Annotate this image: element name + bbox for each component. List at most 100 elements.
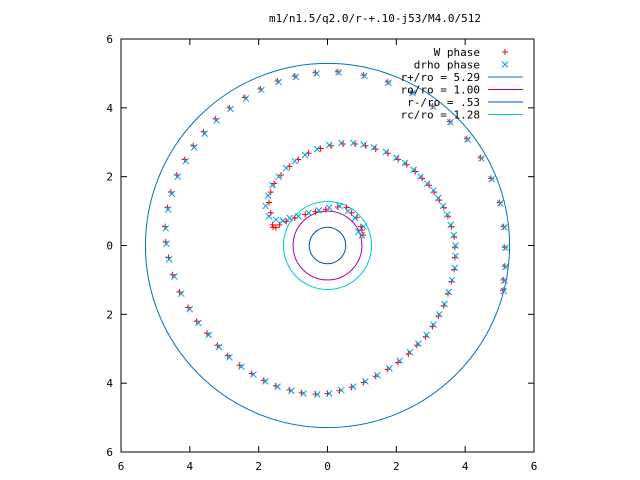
point-1-3 xyxy=(351,214,359,222)
point-1-67 xyxy=(195,319,202,327)
legend-label-2: r+/ro = 5.29 xyxy=(401,71,480,84)
circle-3 xyxy=(282,200,373,291)
point-1-26 xyxy=(370,144,378,151)
point-1-53 xyxy=(362,378,369,385)
x-tick-label-3: 0 xyxy=(324,460,331,473)
point-1-100 xyxy=(501,277,508,284)
point-1-57 xyxy=(313,391,321,398)
point-1-85 xyxy=(292,73,300,81)
point-1-98 xyxy=(502,244,509,252)
point-0-37 xyxy=(436,197,443,204)
point-1-75 xyxy=(168,190,176,198)
point-1-33 xyxy=(430,187,437,194)
point-1-51 xyxy=(386,365,393,372)
point-1-43 xyxy=(445,288,453,296)
point-0-17 xyxy=(265,199,272,206)
y-tick-label-4: 2 xyxy=(106,171,113,184)
point-1-16 xyxy=(269,181,276,189)
point-1-14 xyxy=(262,202,269,210)
point-1-84 xyxy=(275,78,282,86)
point-1-2 xyxy=(360,223,367,230)
point-1-65 xyxy=(215,343,223,351)
point-1-96 xyxy=(496,199,504,207)
point-1-68 xyxy=(186,305,194,313)
point-0-2 xyxy=(357,223,364,230)
point-1-41 xyxy=(451,264,459,272)
point-1-18 xyxy=(282,164,290,172)
point-1-91 xyxy=(429,103,437,111)
y-tick-label-5: 4 xyxy=(106,102,113,115)
y-tick-label-0: 6 xyxy=(106,446,113,459)
point-1-49 xyxy=(406,348,414,356)
point-1-88 xyxy=(360,72,368,80)
point-1-12 xyxy=(272,216,280,224)
point-1-25 xyxy=(360,141,367,149)
point-0-11 xyxy=(283,218,290,225)
x-tick-label-5: 4 xyxy=(462,460,469,473)
point-1-52 xyxy=(374,371,381,379)
point-1-83 xyxy=(258,86,265,94)
point-1-89 xyxy=(385,79,392,87)
point-1-54 xyxy=(349,383,357,390)
point-1-36 xyxy=(443,211,451,218)
legend-marker-1 xyxy=(501,61,509,68)
point-1-10 xyxy=(286,214,293,222)
point-1-13 xyxy=(265,212,273,220)
point-1-97 xyxy=(501,223,508,231)
x-tick-label-1: 4 xyxy=(187,460,194,473)
point-1-44 xyxy=(441,300,448,308)
reference-circles xyxy=(144,62,511,429)
point-1-94 xyxy=(477,155,485,162)
point-1-8 xyxy=(305,209,312,217)
series-layer xyxy=(162,68,509,398)
point-1-95 xyxy=(488,175,496,183)
chart-title: m1/n1.5/q2.0/r-+.10-j53/M4.0/512 xyxy=(269,12,481,25)
point-1-35 xyxy=(439,202,447,210)
point-1-59 xyxy=(288,387,295,395)
point-1-87 xyxy=(335,69,342,76)
point-1-86 xyxy=(313,70,320,77)
point-1-56 xyxy=(325,390,333,397)
legend-label-4: r-/ro = .53 xyxy=(407,96,480,109)
point-1-60 xyxy=(274,383,281,390)
point-1-101 xyxy=(500,287,508,295)
point-1-69 xyxy=(177,290,185,298)
point-1-72 xyxy=(163,240,170,248)
point-1-47 xyxy=(423,331,430,339)
point-1-48 xyxy=(415,340,422,347)
point-1-71 xyxy=(165,255,173,263)
legend-marker-0 xyxy=(502,49,508,55)
series-1 xyxy=(162,69,509,398)
point-1-7 xyxy=(315,207,323,214)
x-tick-label-6: 6 xyxy=(531,460,538,473)
point-1-4 xyxy=(344,207,352,215)
legend-label-5: rc/ro = 1.28 xyxy=(401,109,480,122)
point-1-9 xyxy=(294,212,302,220)
point-1-70 xyxy=(170,273,178,280)
point-1-39 xyxy=(452,242,459,249)
point-1-77 xyxy=(182,157,190,165)
point-0-18 xyxy=(267,189,274,196)
point-1-61 xyxy=(262,378,269,385)
point-1-42 xyxy=(448,276,456,284)
point-1-76 xyxy=(174,173,182,181)
point-1-80 xyxy=(213,117,221,124)
circle-2 xyxy=(308,226,347,265)
point-1-66 xyxy=(205,331,213,339)
point-1-11 xyxy=(279,217,287,225)
point-1-40 xyxy=(452,252,459,260)
point-1-37 xyxy=(447,221,455,229)
point-1-50 xyxy=(396,357,404,365)
point-1-55 xyxy=(337,386,345,394)
point-1-63 xyxy=(238,363,245,371)
point-1-74 xyxy=(164,206,172,213)
point-1-93 xyxy=(464,136,471,143)
point-1-17 xyxy=(275,173,282,181)
point-0-15 xyxy=(269,221,276,228)
point-1-1 xyxy=(358,231,366,239)
point-1-78 xyxy=(190,144,198,151)
y-tick-label-1: 4 xyxy=(106,377,113,390)
